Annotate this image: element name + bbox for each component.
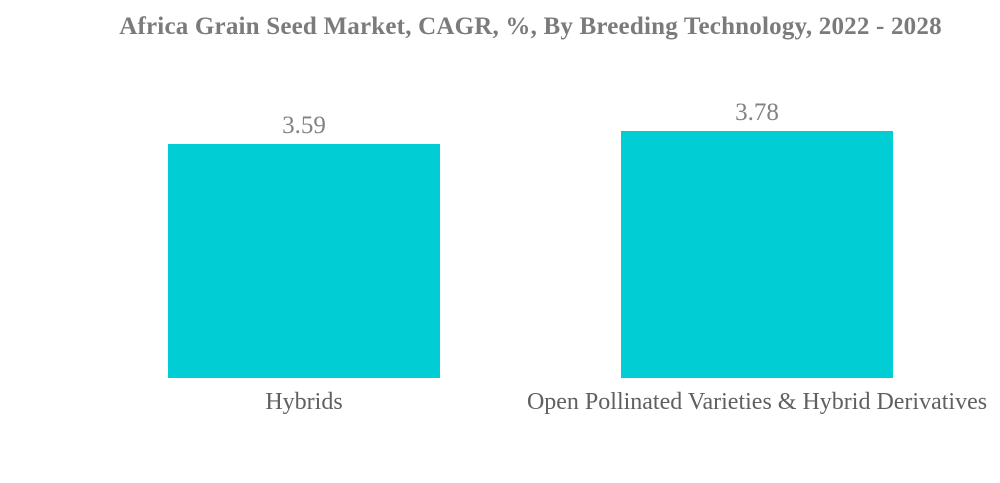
value-label-hybrids: 3.59 bbox=[282, 111, 326, 139]
bar-group-hybrids: 3.59 Hybrids bbox=[168, 111, 440, 415]
category-label-open-pollinated: Open Pollinated Varieties & Hybrid Deriv… bbox=[526, 389, 988, 415]
bar-open-pollinated bbox=[621, 131, 893, 378]
bar-hybrids bbox=[168, 144, 440, 378]
value-label-open-pollinated: 3.78 bbox=[735, 98, 779, 126]
category-label-hybrids: Hybrids bbox=[265, 389, 343, 415]
chart-title: Africa Grain Seed Market, CAGR, %, By Br… bbox=[119, 13, 942, 40]
bar-group-open-pollinated: 3.78 Open Pollinated Varieties & Hybrid … bbox=[527, 98, 987, 416]
